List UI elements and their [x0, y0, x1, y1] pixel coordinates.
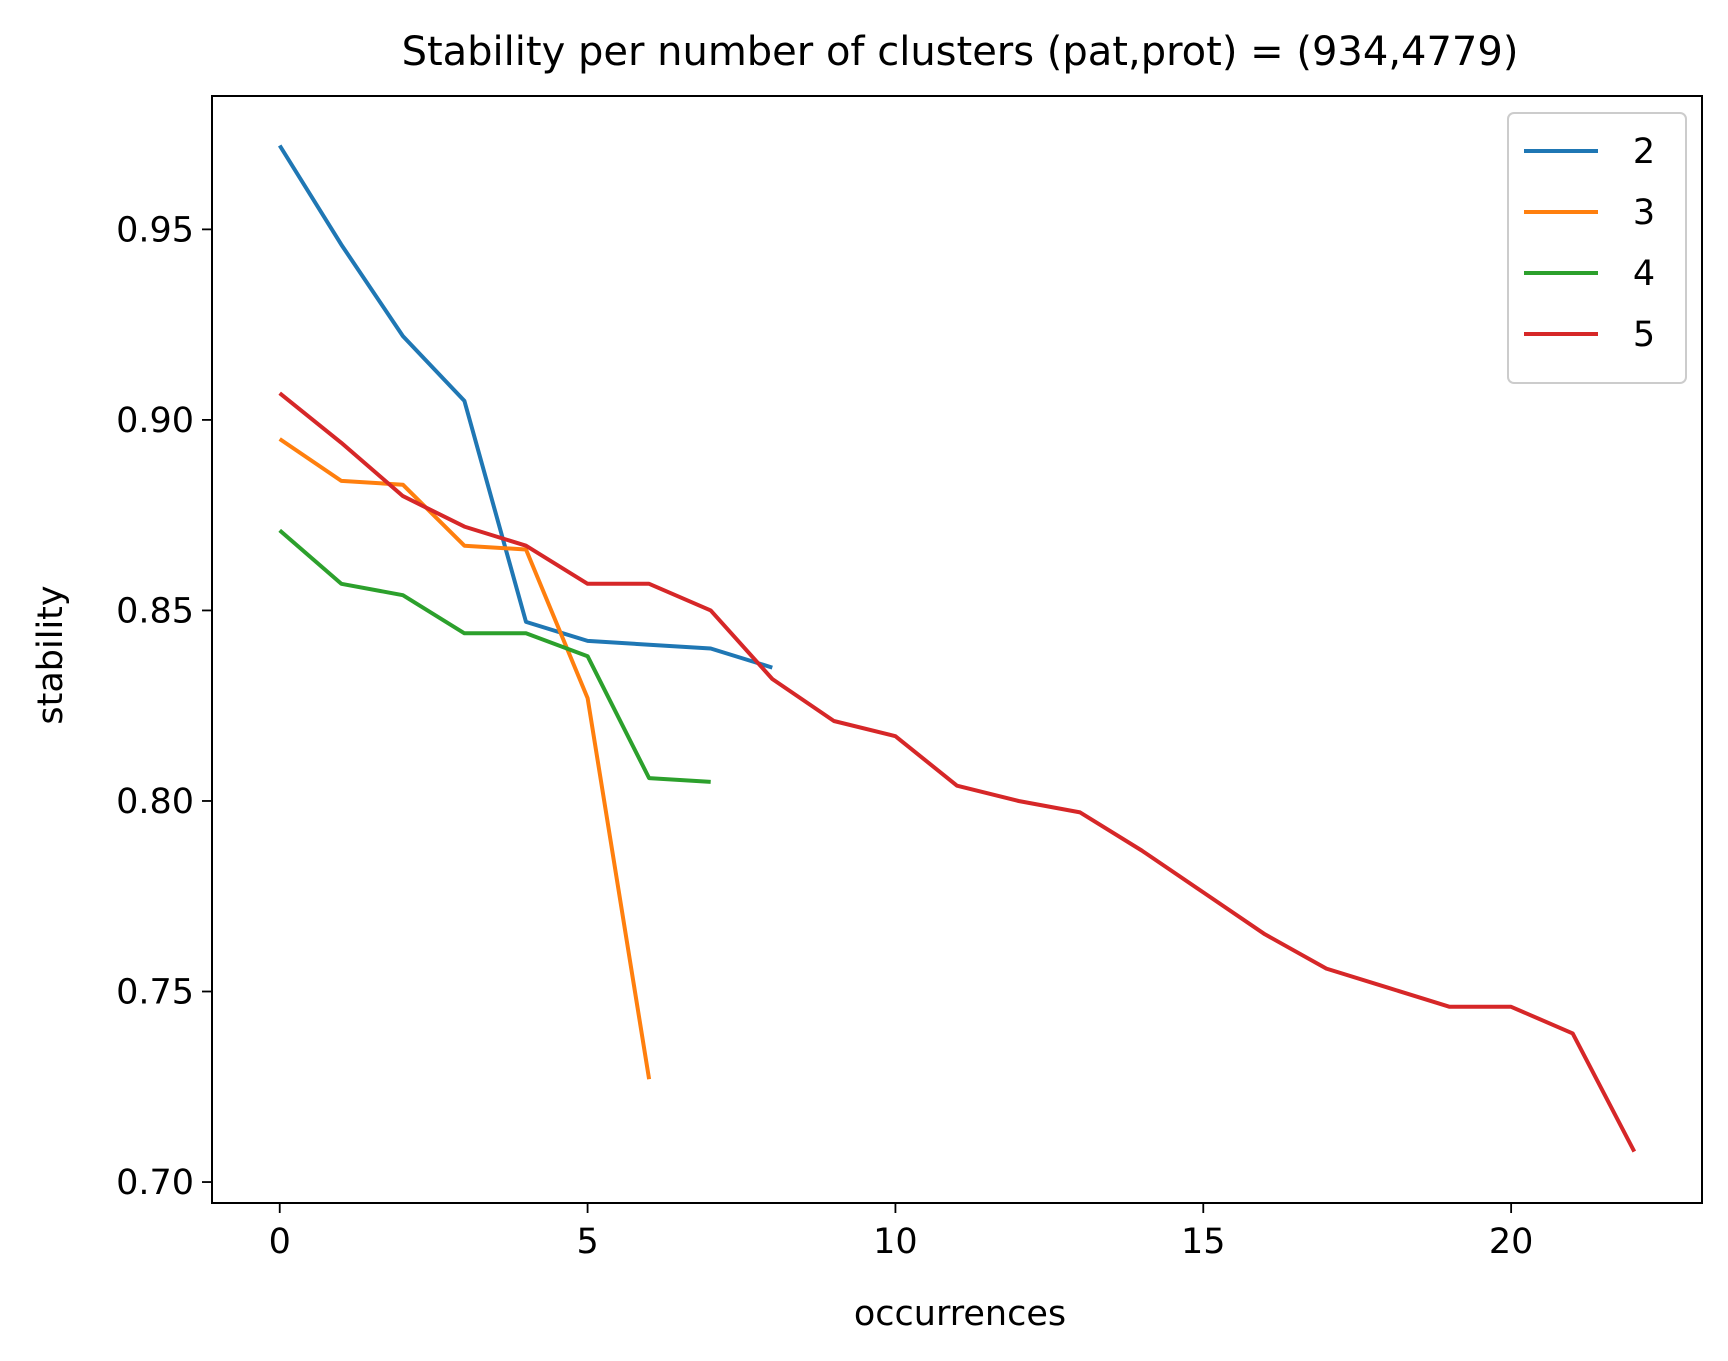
plot-area — [211, 95, 1703, 1204]
y-tick-label: 0.90 — [116, 401, 194, 441]
y-tick-label: 0.70 — [116, 1163, 194, 1203]
x-tick-label: 5 — [576, 1222, 598, 1262]
x-tick-label: 0 — [269, 1222, 291, 1262]
y-tick-label: 0.85 — [116, 591, 194, 631]
legend: 2 3 4 5 — [1507, 112, 1687, 384]
x-axis-label: occurrences — [854, 1294, 1066, 1334]
series-line-5 — [278, 391, 1637, 1153]
legend-label-3: 3 — [1633, 193, 1655, 233]
x-tick-label: 10 — [873, 1222, 918, 1262]
x-axis: 0 5 10 15 20 — [269, 1203, 1534, 1262]
series-lines — [278, 144, 1637, 1153]
x-tick-label: 20 — [1489, 1222, 1534, 1262]
y-tick-label: 0.75 — [116, 973, 194, 1013]
legend-label-4: 4 — [1633, 254, 1655, 294]
y-axis: 0.70 0.75 0.80 0.85 0.90 0.95 — [116, 210, 212, 1203]
series-line-4 — [278, 528, 711, 784]
y-axis-label: stability — [31, 585, 71, 724]
plot-frame — [211, 95, 1703, 1204]
y-tick-label: 0.80 — [116, 782, 194, 822]
legend-box — [1507, 112, 1687, 384]
chart-title: Stability per number of clusters (pat,pr… — [402, 29, 1519, 75]
y-tick-label: 0.95 — [116, 210, 194, 250]
series-line-2 — [278, 144, 773, 670]
x-tick-label: 15 — [1181, 1222, 1226, 1262]
series-line-3 — [278, 437, 652, 1080]
legend-label-2: 2 — [1633, 132, 1655, 172]
legend-label-5: 5 — [1633, 315, 1655, 355]
